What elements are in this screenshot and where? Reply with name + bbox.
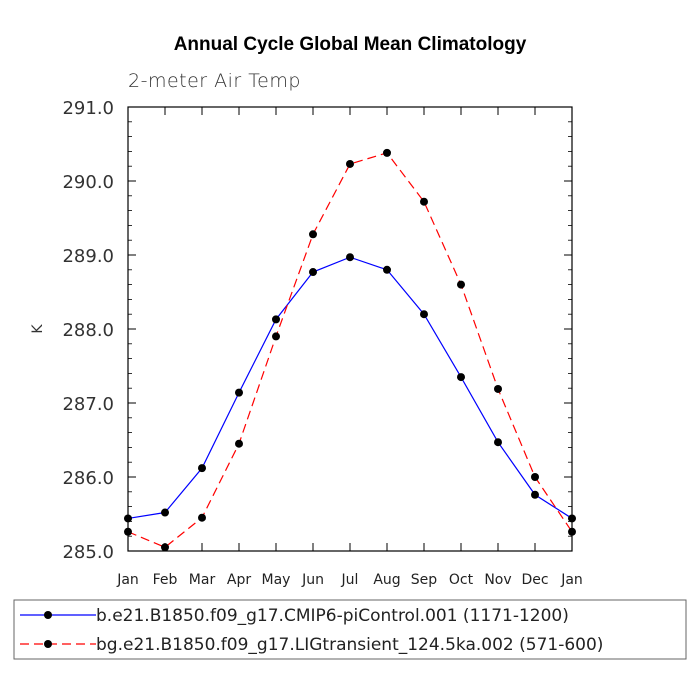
data-point	[346, 253, 354, 262]
series-layer	[124, 148, 576, 552]
x-tick-label: Apr	[227, 572, 251, 588]
data-point	[198, 513, 206, 522]
data-point	[383, 265, 391, 274]
data-point	[568, 527, 576, 536]
legend-label: bg.e21.B1850.f09_g17.LIGtransient_124.5k…	[96, 635, 603, 655]
y-tick-label: 286.0	[62, 468, 114, 489]
data-point	[494, 438, 502, 447]
data-point	[198, 464, 206, 473]
data-point	[420, 310, 428, 319]
data-point	[568, 514, 576, 523]
legend-box	[13, 599, 687, 660]
plot-frame	[127, 106, 573, 552]
series-line-1	[127, 256, 573, 520]
y-tick-label: 289.0	[62, 246, 114, 267]
x-tick-label: Feb	[153, 572, 178, 588]
x-tick-label: Jan	[116, 572, 139, 588]
data-point	[494, 384, 502, 393]
data-point	[309, 268, 317, 277]
legend-marker	[44, 611, 52, 619]
data-point	[457, 373, 465, 382]
x-tick-label: May	[262, 572, 291, 588]
x-tick-label: Mar	[189, 572, 216, 588]
data-point	[124, 514, 132, 523]
x-tick-label: Oct	[449, 572, 474, 588]
data-point	[420, 197, 428, 206]
legend-label: b.e21.B1850.f09_g17.CMIP6-piControl.001 …	[96, 606, 569, 626]
x-tick-label: Jul	[341, 572, 359, 588]
y-tick-label: 291.0	[62, 98, 114, 119]
y-tick-label: 288.0	[62, 320, 114, 341]
data-point	[235, 439, 243, 448]
data-point	[272, 332, 280, 341]
data-point	[457, 280, 465, 289]
data-point	[161, 508, 169, 517]
y-axis-label: K	[30, 324, 46, 334]
x-tick-label: Aug	[373, 572, 400, 588]
x-tick-label: Nov	[484, 572, 511, 588]
data-point	[383, 148, 391, 157]
series-line-2	[127, 152, 573, 548]
data-point	[124, 527, 132, 536]
y-tick-label: 285.0	[62, 542, 114, 563]
axes-layer: 285.0 286.0 287.0 288.0 289.0 290.0 291.0 Jan Fe…	[30, 98, 583, 588]
data-point	[272, 315, 280, 324]
legend-marker	[44, 640, 52, 648]
chart-subtitle: 2-meter Air Temp	[128, 70, 301, 92]
y-tick-label: 290.0	[62, 172, 114, 193]
x-tick-label: Dec	[521, 572, 548, 588]
x-tick-label: Jun	[301, 572, 324, 588]
data-point	[161, 543, 169, 552]
x-tick-label: Sep	[411, 572, 438, 588]
y-tick-label: 287.0	[62, 394, 114, 415]
legend: b.e21.B1850.f09_g17.CMIP6-piControl.001 …	[13, 599, 687, 660]
data-point	[346, 159, 354, 168]
x-tick-label: Jan	[560, 572, 583, 588]
data-point	[531, 490, 539, 499]
data-point	[531, 473, 539, 481]
data-point	[235, 388, 243, 397]
data-point	[309, 230, 317, 239]
chart-title: Annual Cycle Global Mean Climatology	[173, 34, 527, 55]
